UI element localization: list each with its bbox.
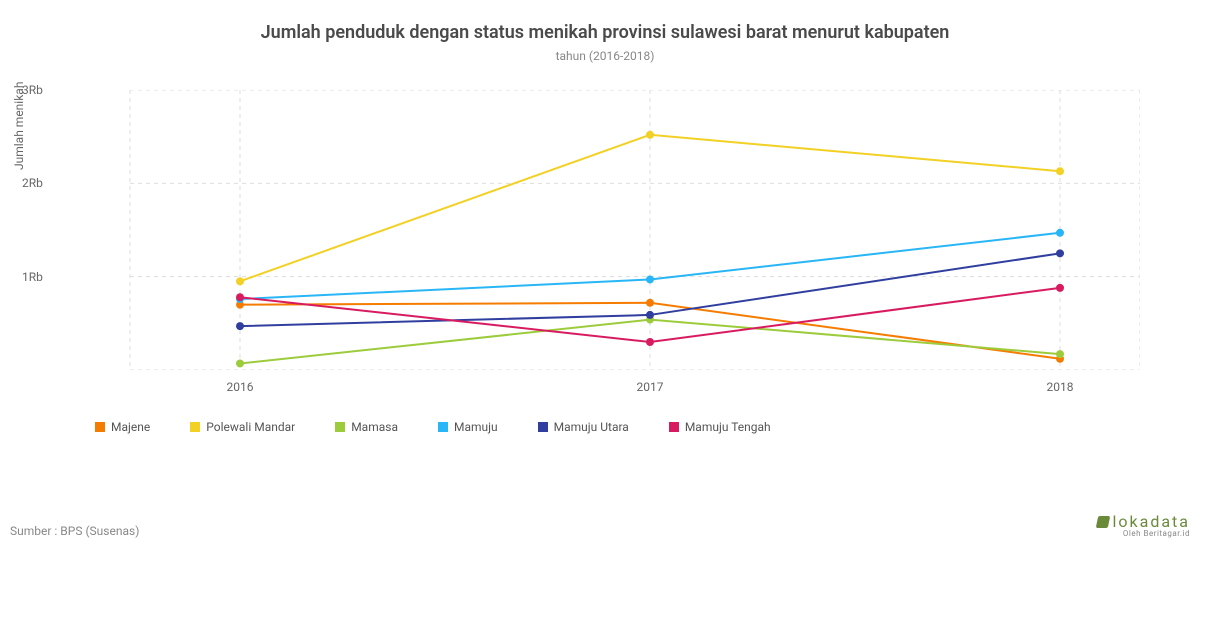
chart-subtitle: tahun (2016-2018) [0,49,1210,63]
legend-swatch [538,422,548,432]
logo-icon [1095,516,1110,528]
legend: Majene Polewali Mandar Mamasa Mamuju Mamuju … [95,420,771,434]
legend-item[interactable]: Majene [95,420,150,434]
x-tick-label: 2018 [1047,380,1074,394]
legend-item[interactable]: Mamasa [335,420,398,434]
y-tick-label: 1Rb [22,270,43,284]
legend-item[interactable]: Polewali Mandar [190,420,295,434]
legend-item[interactable]: Mamuju Tengah [669,420,771,434]
x-tick-label: 2016 [227,380,254,394]
legend-swatch [95,422,105,432]
logo: lokadata Oleh Beritagar.id [1097,514,1191,538]
legend-label: Mamuju Tengah [685,420,771,434]
legend-label: Majene [111,420,150,434]
legend-swatch [190,422,200,432]
legend-item[interactable]: Mamuju [438,420,498,434]
legend-label: Mamuju [454,420,498,434]
plot-area [60,90,1140,370]
chart-svg [60,90,1140,370]
x-tick-label: 2017 [637,380,664,394]
legend-label: Mamasa [351,420,398,434]
y-tick-label: 3Rb [22,83,43,97]
legend-swatch [669,422,679,432]
y-tick-label: 2Rb [22,176,43,190]
legend-swatch [438,422,448,432]
legend-label: Mamuju Utara [554,420,629,434]
chart-title: Jumlah penduduk dengan status menikah pr… [0,0,1210,43]
chart-container: Jumlah penduduk dengan status menikah pr… [0,0,1210,628]
logo-sub: Oleh Beritagar.id [1097,530,1191,538]
legend-label: Polewali Mandar [206,420,295,434]
legend-item[interactable]: Mamuju Utara [538,420,629,434]
logo-main: lokadata [1097,514,1191,530]
source-label: Sumber : BPS (Susenas) [10,524,139,538]
legend-swatch [335,422,345,432]
